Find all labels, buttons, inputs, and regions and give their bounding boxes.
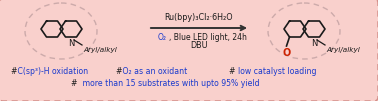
Text: more than 15 substrates with upto 95% yield: more than 15 substrates with upto 95% yi… <box>75 79 260 88</box>
Text: Ru(bpy)₃Cl₂·6H₂O: Ru(bpy)₃Cl₂·6H₂O <box>165 14 233 23</box>
Text: N: N <box>68 39 74 48</box>
Text: N: N <box>311 39 317 48</box>
Text: O: O <box>282 48 291 58</box>
Text: , Blue LED light, 24h: , Blue LED light, 24h <box>169 33 247 42</box>
Text: DBU: DBU <box>190 42 208 50</box>
Text: C(sp³)-H oxidation: C(sp³)-H oxidation <box>15 67 88 76</box>
Text: O₂ as an oxidant: O₂ as an oxidant <box>120 67 187 76</box>
Text: low catalyst loading: low catalyst loading <box>233 67 316 76</box>
Text: #: # <box>115 67 121 76</box>
Text: Aryl/alkyl: Aryl/alkyl <box>83 47 117 53</box>
Text: #: # <box>10 67 17 76</box>
Text: Aryl/alkyl: Aryl/alkyl <box>326 47 360 53</box>
Text: O₂: O₂ <box>158 33 167 42</box>
Text: #: # <box>228 67 234 76</box>
Text: #: # <box>70 79 76 88</box>
